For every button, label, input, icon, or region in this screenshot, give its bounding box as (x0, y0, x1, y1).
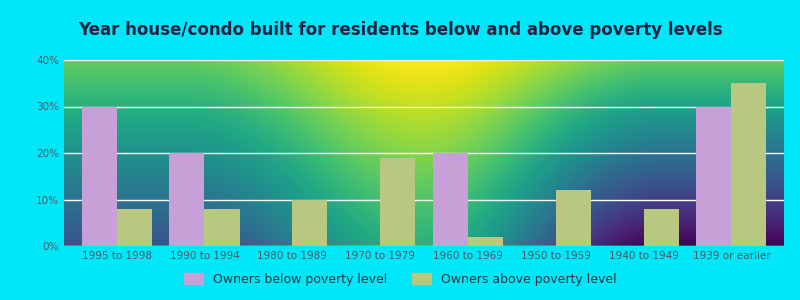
Bar (380, 158, 415, 246)
Bar (643, 209, 678, 246)
Bar (731, 83, 766, 246)
Bar (292, 200, 327, 246)
Bar (82, 106, 117, 246)
Bar (468, 237, 503, 246)
Bar (643, 209, 678, 246)
Bar (468, 237, 503, 246)
Bar (82, 106, 117, 246)
Bar (170, 153, 205, 246)
Text: Year house/condo built for residents below and above poverty levels: Year house/condo built for residents bel… (78, 21, 722, 39)
Bar (556, 190, 591, 246)
Legend: Owners below poverty level, Owners above poverty level: Owners below poverty level, Owners above… (179, 268, 621, 291)
Bar (696, 106, 731, 246)
Bar (696, 106, 731, 246)
Bar (292, 200, 327, 246)
Bar (205, 209, 240, 246)
Bar (380, 158, 415, 246)
Bar (117, 209, 152, 246)
Bar (205, 209, 240, 246)
Bar (556, 190, 591, 246)
Bar (117, 209, 152, 246)
Bar (433, 153, 468, 246)
Bar (433, 153, 468, 246)
Bar (170, 153, 205, 246)
Bar (731, 83, 766, 246)
